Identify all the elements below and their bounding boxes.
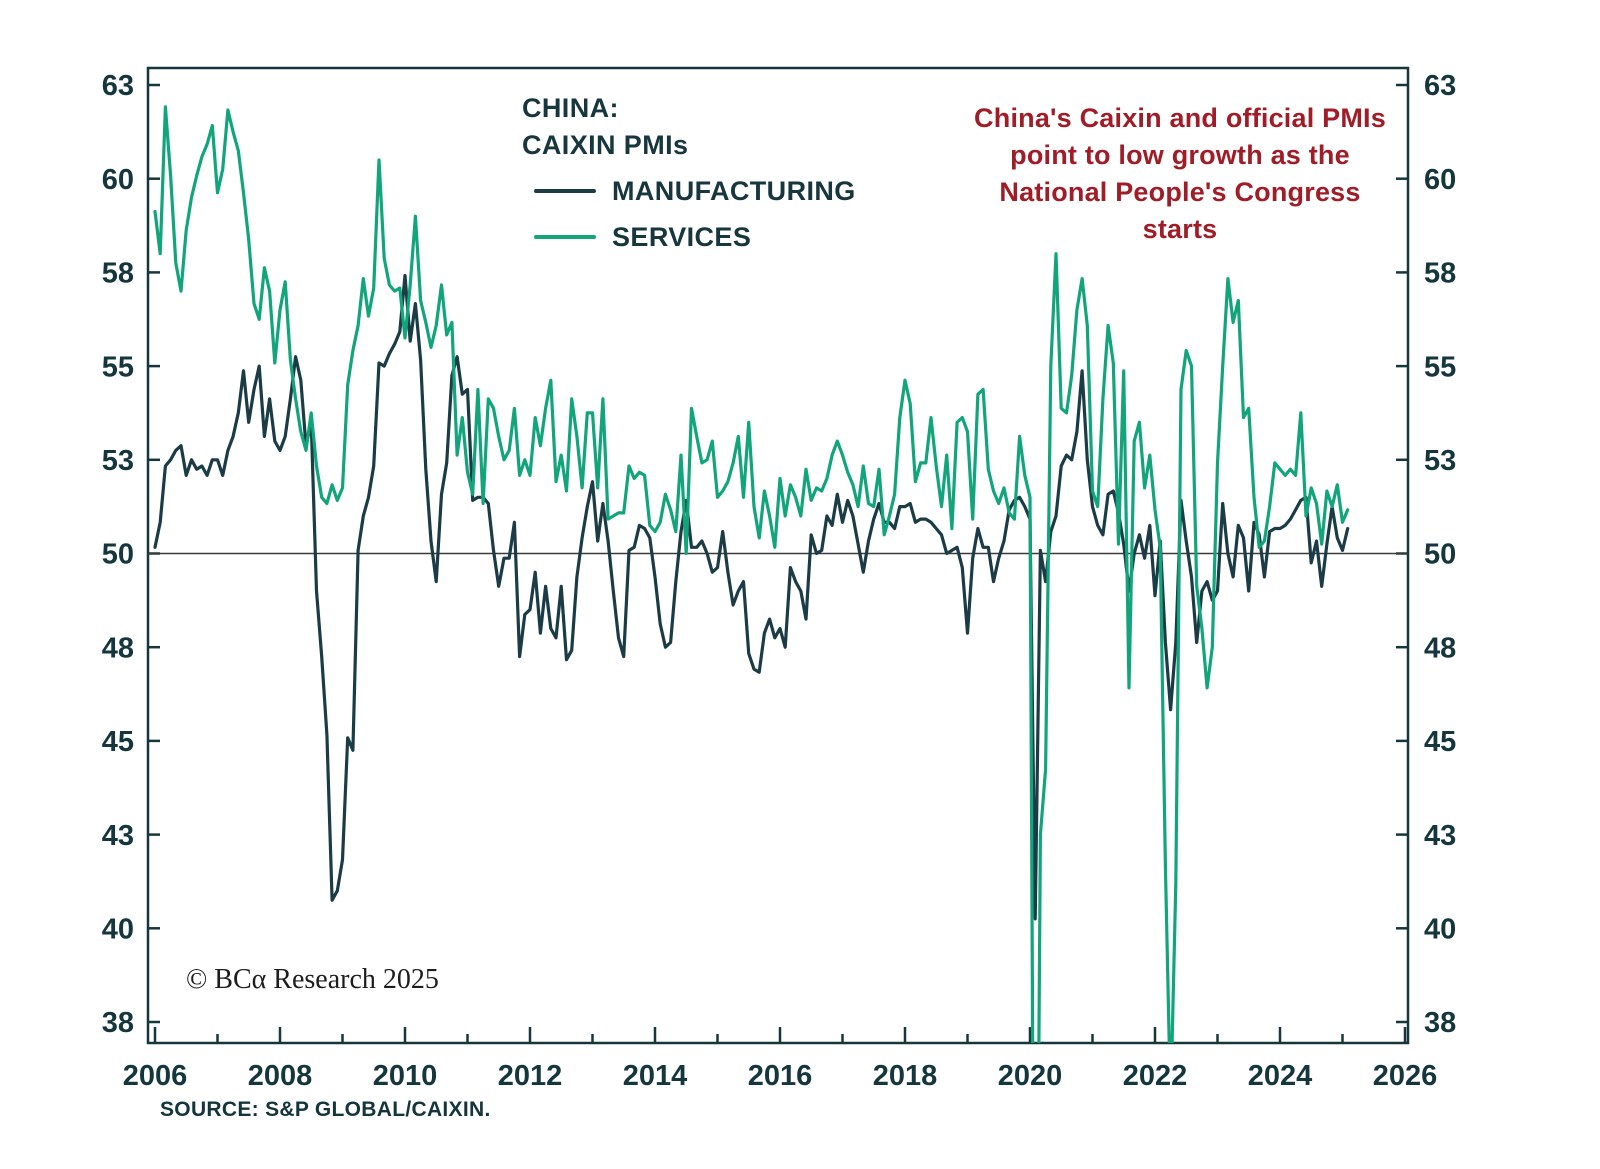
y-axis-label-left: 40 <box>102 913 134 945</box>
x-axis-label: 2022 <box>1123 1060 1188 1092</box>
y-axis-label-right: 38 <box>1424 1007 1456 1039</box>
y-axis-label-right: 63 <box>1424 70 1456 102</box>
x-axis-label: 2020 <box>998 1060 1063 1092</box>
manufacturing-line <box>153 273 1350 921</box>
y-axis-label-right: 55 <box>1424 351 1456 383</box>
y-axis-label-left: 58 <box>102 258 134 290</box>
y-axis-label-left: 60 <box>102 164 134 196</box>
y-axis-label-left: 43 <box>102 820 134 852</box>
y-axis-label-left: 53 <box>102 445 134 477</box>
x-axis-label: 2026 <box>1373 1060 1438 1092</box>
x-axis-label: 2018 <box>873 1060 938 1092</box>
x-axis-label: 2008 <box>248 1060 313 1092</box>
y-axis-label-left: 55 <box>102 351 134 383</box>
services-line <box>153 105 1350 1043</box>
x-axis-label: 2012 <box>498 1060 563 1092</box>
x-axis-label: 2014 <box>623 1060 688 1092</box>
x-axis-label: 2016 <box>748 1060 813 1092</box>
y-axis-label-right: 43 <box>1424 820 1456 852</box>
y-axis-label-right: 53 <box>1424 445 1456 477</box>
y-axis-label-left: 50 <box>102 539 134 571</box>
x-axis-label: 2024 <box>1248 1060 1313 1092</box>
y-axis-label-left: 38 <box>102 1007 134 1039</box>
y-axis-label-right: 40 <box>1424 913 1456 945</box>
y-axis-label-left: 48 <box>102 632 134 664</box>
plot-frame <box>146 66 1410 1045</box>
y-axis-label-left: 45 <box>102 726 134 758</box>
y-axis-label-right: 50 <box>1424 539 1456 571</box>
y-axis-label-left: 63 <box>102 70 134 102</box>
x-axis-label: 2006 <box>123 1060 188 1092</box>
y-axis-label-right: 45 <box>1424 726 1456 758</box>
y-axis-label-right: 60 <box>1424 164 1456 196</box>
y-axis-label-right: 58 <box>1424 258 1456 290</box>
x-axis-label: 2010 <box>373 1060 438 1092</box>
y-axis-label-right: 48 <box>1424 632 1456 664</box>
